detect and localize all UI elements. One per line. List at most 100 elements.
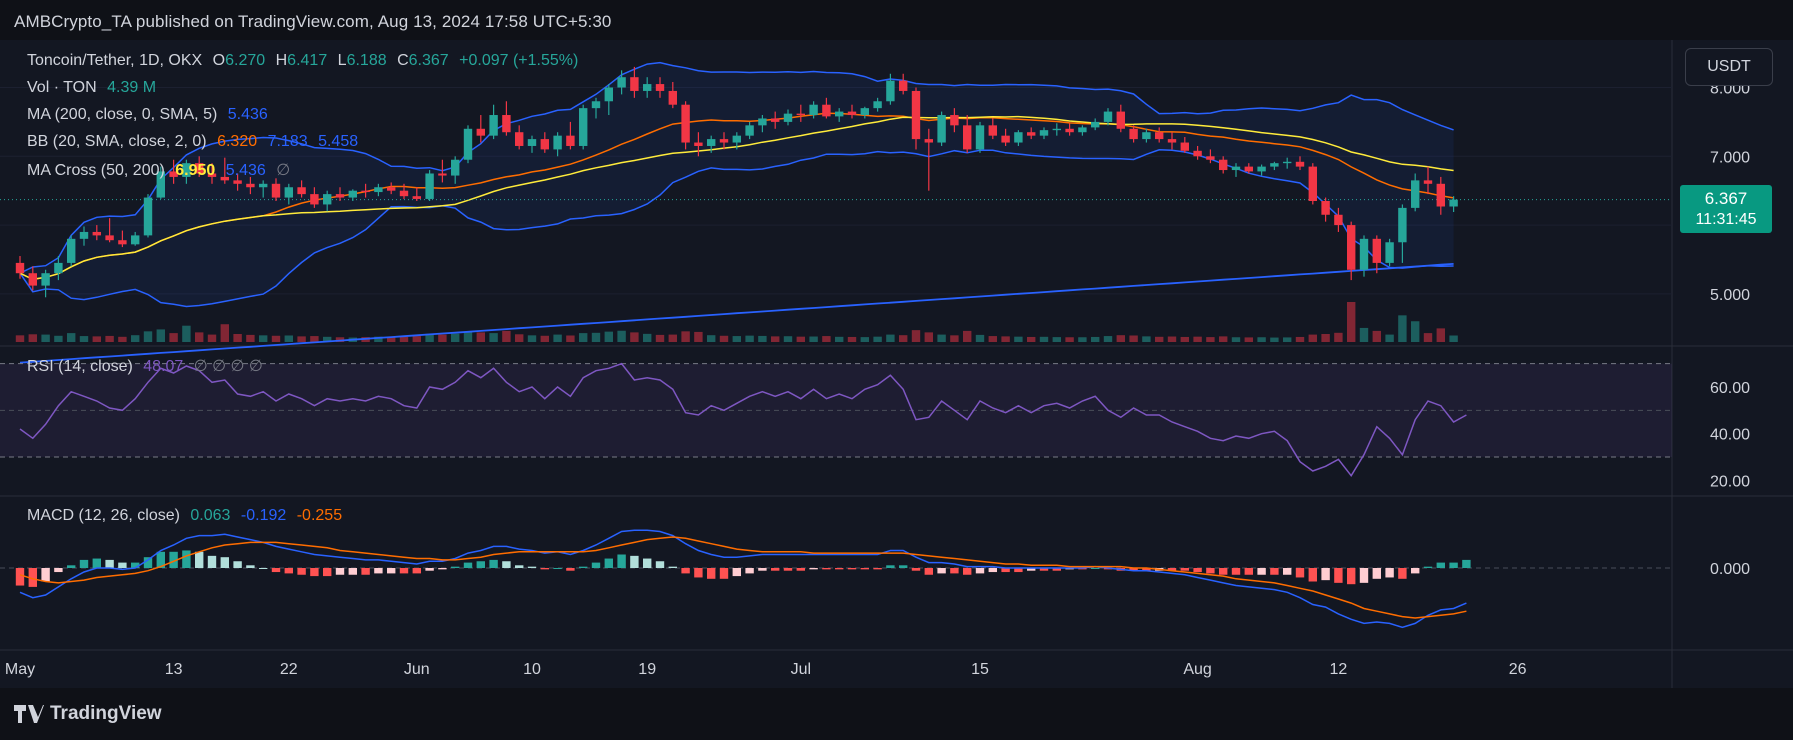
volume-bar — [527, 335, 537, 342]
macd-histogram-bar — [131, 562, 140, 568]
candle-body — [515, 132, 524, 146]
macd-histogram-bar — [1334, 568, 1343, 583]
low-value: 6.188 — [346, 52, 387, 69]
candle-body — [847, 111, 857, 116]
volume-bar — [732, 336, 741, 342]
volume-bar — [1423, 333, 1433, 342]
volume-bar — [1270, 337, 1279, 342]
legend-macd-row: MACD (12, 26, close) 0.063 -0.192 -0.255 — [27, 507, 348, 525]
volume-bar — [860, 337, 869, 342]
macd-histogram-bar — [1359, 568, 1369, 583]
candle-body — [1206, 156, 1215, 160]
macd-histogram-bar — [719, 568, 729, 579]
volume-bar — [1372, 330, 1381, 342]
macd-histogram-bar — [451, 566, 460, 568]
macd-histogram-bar — [1091, 568, 1100, 569]
volume-bar — [451, 333, 460, 342]
volume-value: 4.39 M — [107, 79, 157, 96]
macd-histogram-bar — [643, 558, 652, 568]
candle-body — [1244, 166, 1253, 172]
volume-label: Vol · TON — [27, 79, 97, 96]
volume-bar — [707, 335, 716, 342]
candle-body — [67, 238, 76, 263]
bb-label: BB (20, SMA, close, 2, 0) — [27, 133, 207, 150]
candle-body — [1103, 111, 1113, 122]
bb-upper-line — [19, 61, 1454, 274]
candle-body — [169, 171, 178, 177]
volume-bar — [975, 334, 985, 342]
candle-body — [1078, 127, 1087, 133]
brand-name: TradingView — [50, 703, 162, 724]
candle-body — [387, 187, 396, 191]
candle-body — [1359, 238, 1369, 270]
candle-body — [963, 125, 972, 150]
macd-line-value: -0.192 — [240, 507, 287, 524]
volume-bar — [1244, 337, 1253, 342]
macd-histogram-bar — [54, 568, 63, 573]
macd-histogram-bar — [412, 568, 421, 574]
candle-body — [118, 240, 127, 245]
macd-histogram-bar — [1321, 568, 1330, 581]
macd-histogram-bar — [579, 566, 588, 568]
candle-body — [655, 84, 665, 91]
macd-histogram-bar — [92, 558, 101, 568]
volume-bar — [156, 329, 165, 342]
macd-histogram-bar — [796, 568, 805, 571]
macd-histogram-bar — [438, 568, 447, 570]
tradingview-brand[interactable]: TradingView — [14, 703, 162, 725]
volume-bar — [886, 334, 895, 342]
candle-body — [950, 115, 959, 126]
candle-body — [1449, 199, 1458, 207]
macd-histogram-bar — [143, 557, 153, 568]
publish-attribution: AMBCrypto_TA published on TradingView.co… — [14, 12, 612, 31]
macd-histogram-bar — [860, 568, 869, 570]
candle-body — [1321, 201, 1330, 215]
volume-bar — [335, 337, 345, 342]
volume-bar — [694, 331, 703, 342]
macd-histogram-bar — [271, 568, 281, 573]
candle-body — [694, 142, 703, 146]
volume-bar — [681, 331, 690, 342]
candle-body — [719, 139, 729, 143]
volume-bar — [1167, 336, 1177, 342]
candle-body — [1167, 139, 1177, 143]
macd-histogram-bar — [1257, 568, 1266, 575]
volume-bar — [553, 334, 562, 342]
candle-body — [617, 77, 626, 88]
macd-histogram-bar — [847, 568, 857, 570]
macd-histogram-bar — [1014, 568, 1023, 573]
currency-button[interactable]: USDT — [1685, 48, 1773, 86]
candle-body — [438, 173, 447, 176]
candle-body — [79, 231, 89, 239]
macd-histogram-bar — [566, 568, 575, 571]
candle-body — [860, 108, 869, 116]
candle-body — [374, 187, 383, 193]
volume-bar — [758, 335, 767, 342]
volume-bar — [1398, 315, 1407, 342]
macd-histogram-bar — [118, 562, 127, 568]
time-tick-label: 13 — [165, 661, 183, 678]
volume-bar — [1308, 334, 1317, 342]
candle-body — [1436, 183, 1445, 207]
macd-label: MACD (12, 26, close) — [27, 507, 180, 524]
change-value: +0.097 (+1.55%) — [459, 52, 579, 69]
volume-bar — [1001, 336, 1010, 342]
candle-body — [1270, 163, 1279, 167]
macd-histogram-bar — [374, 568, 383, 574]
volume-bar — [54, 335, 63, 342]
volume-bar — [118, 336, 127, 342]
candle-body — [591, 101, 601, 109]
candle-body — [502, 115, 511, 133]
candle-body — [899, 80, 908, 91]
macd-histogram-bar — [1052, 568, 1061, 571]
candle-body — [783, 113, 793, 122]
macd-tick-label: 0.000 — [1710, 561, 1750, 578]
macd-histogram-bar — [515, 565, 524, 568]
macd-histogram-bar — [745, 568, 754, 574]
time-tick-label: 10 — [523, 661, 541, 678]
candle-body — [732, 135, 741, 143]
volume-bar — [1039, 336, 1049, 342]
macd-hist-value: 0.063 — [190, 507, 231, 524]
macd-histogram-bar — [79, 559, 89, 568]
volume-bar — [796, 336, 805, 342]
